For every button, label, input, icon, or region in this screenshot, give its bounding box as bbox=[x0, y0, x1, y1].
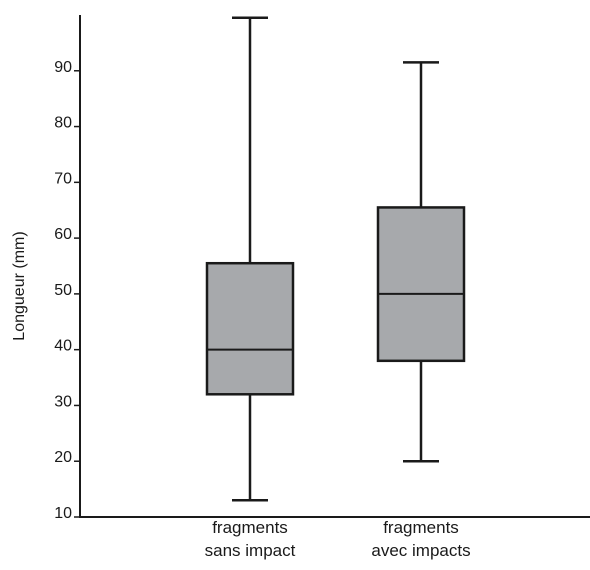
category-label-1: fragments sans impact bbox=[205, 518, 296, 560]
category-label-line: fragments bbox=[212, 518, 288, 537]
y-tick-label: 50 bbox=[54, 282, 72, 299]
y-tick-label: 10 bbox=[54, 505, 72, 522]
box-1 bbox=[205, 16, 295, 502]
y-tick-label: 70 bbox=[54, 170, 72, 187]
category-label-line: fragments bbox=[383, 518, 459, 537]
y-axis: 10 20 30 40 50 60 70 80 90 bbox=[54, 15, 81, 522]
category-labels: fragments sans impact fragments avec impact… bbox=[205, 518, 471, 560]
y-axis-title: Longueur (mm) bbox=[11, 231, 28, 340]
y-tick-label: 90 bbox=[54, 59, 72, 76]
y-tick-label: 40 bbox=[54, 338, 72, 355]
iqr-box bbox=[376, 206, 466, 363]
category-label-line: avec impacts bbox=[371, 541, 470, 560]
boxes bbox=[205, 16, 466, 502]
box-2 bbox=[376, 61, 466, 463]
y-tick-label: 20 bbox=[54, 449, 72, 466]
y-tick-label: 80 bbox=[54, 115, 72, 132]
iqr-box bbox=[205, 261, 295, 396]
y-tick-label: 30 bbox=[54, 393, 72, 410]
category-label-2: fragments avec impacts bbox=[371, 518, 470, 560]
y-tick-label: 60 bbox=[54, 226, 72, 243]
category-label-line: sans impact bbox=[205, 541, 296, 560]
